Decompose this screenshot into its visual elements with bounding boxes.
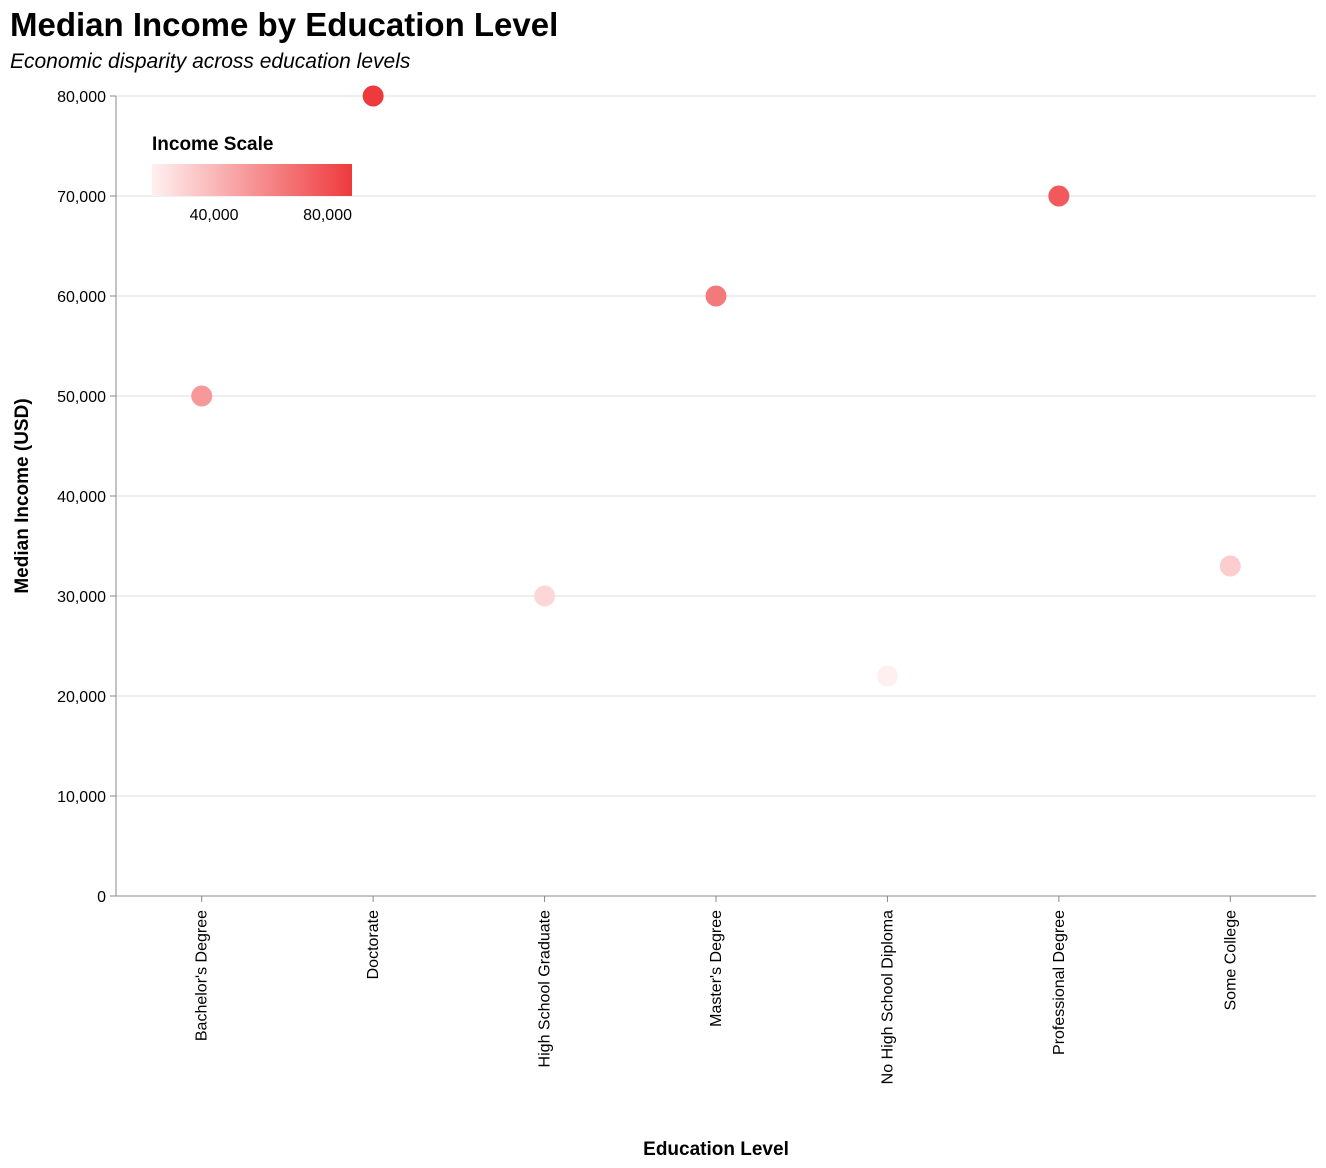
x-tick-label: Bachelor's Degree bbox=[194, 910, 211, 1041]
x-tick-label: Doctorate bbox=[365, 910, 382, 979]
y-tick-label: 40,000 bbox=[57, 489, 106, 506]
legend-title: Income Scale bbox=[152, 134, 273, 155]
y-tick-label: 60,000 bbox=[57, 289, 106, 306]
legend-tick-label: 40,000 bbox=[190, 207, 239, 224]
color-legend: Income Scale 40,000 80,000 bbox=[152, 134, 352, 224]
chart-title: Median Income by Education Level bbox=[10, 6, 559, 43]
x-tick-label: Professional Degree bbox=[1051, 910, 1068, 1055]
x-tick-label: Some College bbox=[1222, 910, 1239, 1011]
data-points bbox=[191, 85, 1241, 687]
data-point bbox=[1048, 185, 1070, 207]
x-axis-title: Education Level bbox=[643, 1139, 789, 1160]
y-tick-label: 50,000 bbox=[57, 389, 106, 406]
y-tick-label: 0 bbox=[97, 889, 106, 906]
legend-gradient-bar bbox=[152, 164, 352, 196]
data-point bbox=[191, 385, 213, 407]
grid-lines bbox=[116, 95, 1316, 897]
x-tick-label: No High School Diploma bbox=[879, 910, 896, 1084]
data-point bbox=[362, 85, 384, 107]
y-tick-label: 70,000 bbox=[57, 189, 106, 206]
y-axis-title: Median Income (USD) bbox=[12, 398, 33, 593]
x-tick-label: High School Graduate bbox=[537, 910, 554, 1068]
data-point bbox=[876, 665, 898, 687]
axes: 0 10,000 20,000 30,000 40,000 50,000 60,000 70,… bbox=[57, 89, 1316, 1084]
y-tick-label: 30,000 bbox=[57, 589, 106, 606]
y-tick-label: 20,000 bbox=[57, 689, 106, 706]
y-tick-label: 80,000 bbox=[57, 89, 106, 106]
data-point bbox=[705, 285, 727, 307]
data-point bbox=[1219, 555, 1241, 577]
data-point bbox=[534, 585, 556, 607]
x-tick-label: Master's Degree bbox=[708, 910, 725, 1027]
chart-subtitle: Economic disparity across education leve… bbox=[10, 50, 411, 73]
y-tick-label: 10,000 bbox=[57, 789, 106, 806]
legend-tick-label: 80,000 bbox=[303, 207, 352, 224]
